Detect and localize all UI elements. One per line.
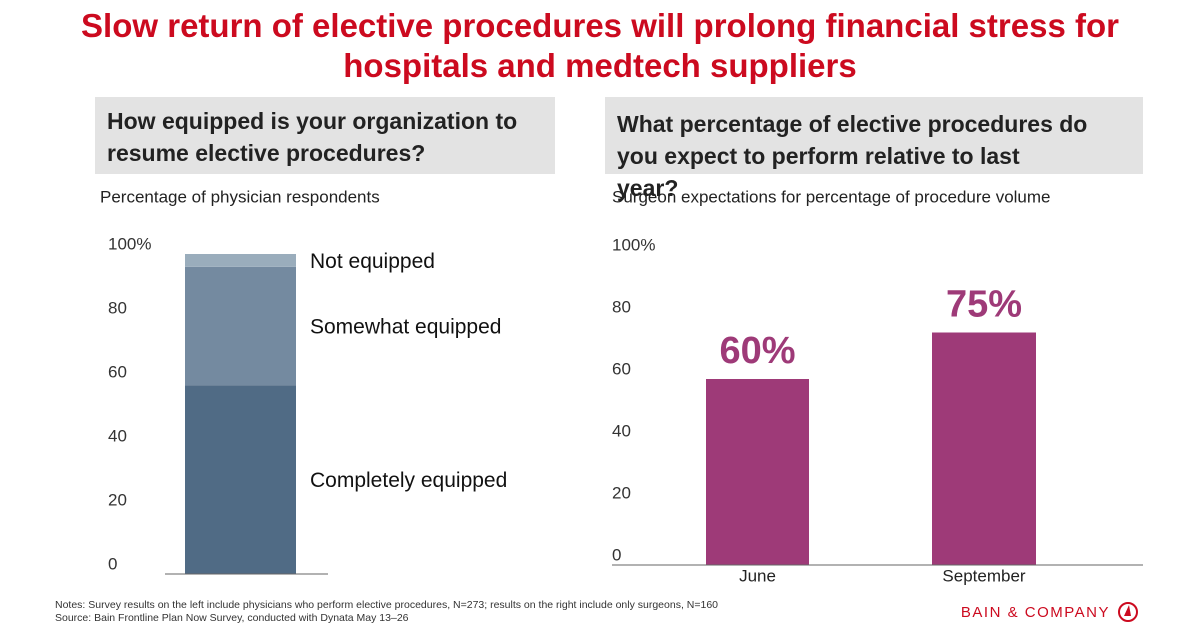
subtitle: Surgeon expectations for percentage of p… [612,187,1051,206]
series-label: Completely equipped [310,469,507,492]
bar-segment [185,385,296,574]
series-label: Somewhat equipped [310,316,501,339]
question-box [95,97,555,174]
x-tick-label: June [739,566,776,585]
y-tick-label: 80 [612,297,631,316]
value-label: 60% [719,330,795,372]
subtitle: Percentage of physician respondents [100,187,380,206]
x-tick-label: September [942,566,1025,585]
y-tick-label: 80 [108,298,127,317]
notes: Notes: Survey results on the left includ… [55,599,718,611]
brand: BAIN & COMPANY [961,604,1110,621]
y-tick-label: 60 [108,362,127,381]
brand-icon [1118,602,1138,622]
y-tick-label: 100% [108,234,151,253]
chart-title: Slow return of elective procedures will … [81,7,1119,84]
bar [706,379,809,565]
y-tick-label: 40 [612,421,631,440]
y-tick-label: 20 [108,490,127,509]
bar-segment [185,266,296,386]
question: What percentage of elective procedures d… [617,111,1087,201]
bar [932,332,1036,565]
source: Source: Bain Frontline Plan Now Survey, … [55,612,409,624]
bar-segment [185,254,296,267]
y-tick-label: 40 [108,426,127,445]
value-label: 75% [946,284,1022,326]
y-tick-label: 60 [612,359,631,378]
y-tick-label: 20 [612,483,631,502]
y-tick-label: 0 [108,554,117,573]
question: How equipped is your organization to resu… [107,108,517,166]
y-tick-label: 0 [612,545,621,564]
brand-icon [1124,605,1131,616]
series-label: Not equipped [310,250,435,273]
question-box [605,97,1143,174]
y-tick-label: 100% [612,235,655,254]
